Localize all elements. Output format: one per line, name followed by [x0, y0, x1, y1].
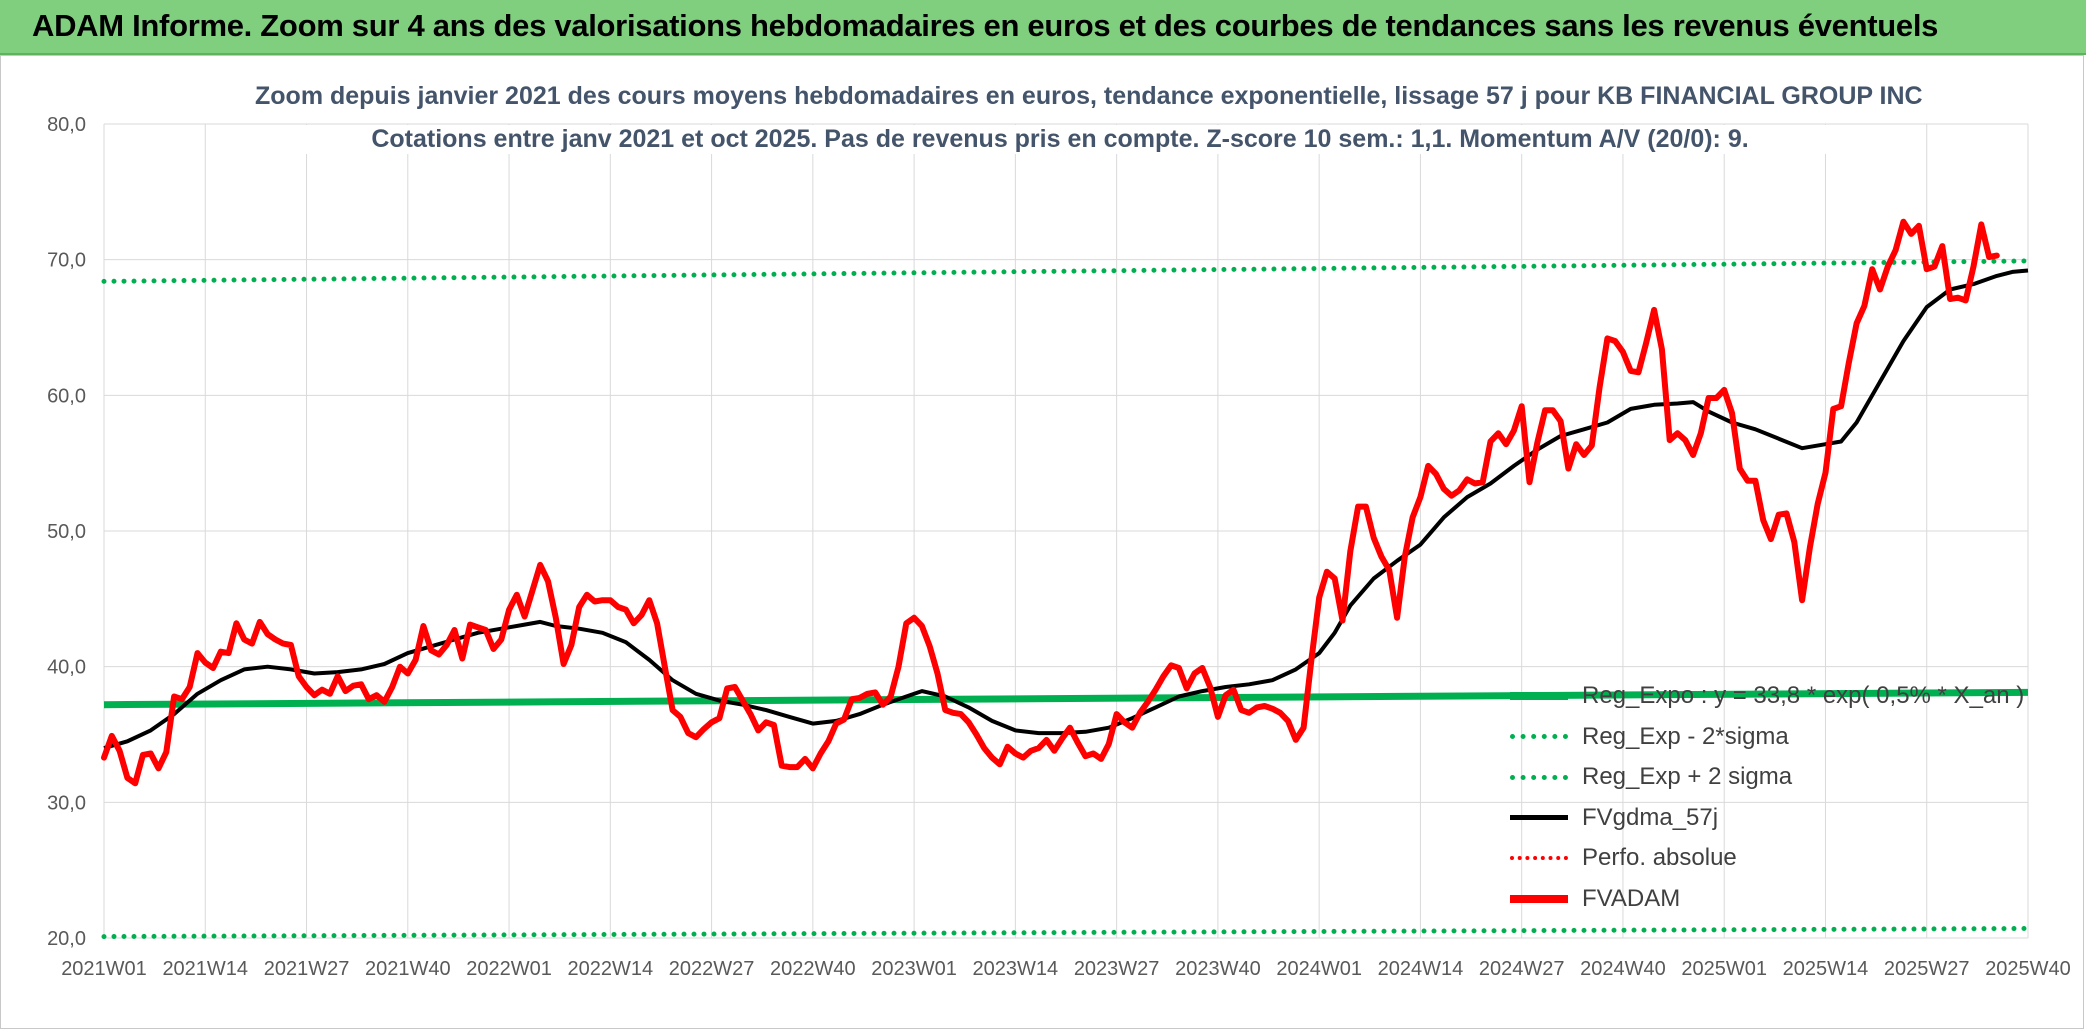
x-tick-label: 2021W27: [264, 958, 350, 980]
series-lines: [101, 218, 2031, 940]
x-tick-label: 2021W01: [61, 958, 147, 980]
x-tick-label: 2022W14: [568, 958, 654, 980]
chart-title-line1: Zoom depuis janvier 2021 des cours moyen…: [255, 82, 1923, 111]
x-tick-label: 2023W40: [1175, 958, 1261, 980]
x-tick-label: 2022W01: [466, 958, 552, 980]
series-solid-green-line: [103, 688, 2029, 709]
banner: ADAM Informe. Zoom sur 4 ans des valoris…: [0, 0, 2086, 55]
x-tick-label: 2024W40: [1580, 958, 1666, 980]
series-black-line: [103, 268, 2029, 751]
series-dotted-green-line: [101, 926, 2031, 940]
legend: Reg_Expo : y = 33,8 * exp( 0,5% * X_an )…: [1510, 676, 2024, 919]
x-tick-label: 2025W40: [1985, 958, 2071, 980]
x-tick-label: 2022W27: [669, 958, 755, 980]
chart-frame: [0, 55, 2084, 1029]
y-tick-label: 20,0: [47, 928, 86, 950]
y-axis-ticks: 20,0 30,0 40,0 50,0 60,0 70,0 80,0: [47, 114, 86, 950]
x-tick-label: 2022W40: [770, 958, 856, 980]
x-tick-label: 2024W01: [1276, 958, 1362, 980]
x-tick-label: 2025W01: [1681, 958, 1767, 980]
legend-swatch-reg-exp-plus: [1510, 774, 1568, 780]
legend-swatch-perfo: [1510, 856, 1568, 861]
legend-label-reg-exp-minus: Reg_Exp - 2*sigma: [1582, 722, 1789, 750]
x-tick-label: 2024W27: [1479, 958, 1565, 980]
legend-item-reg-exp-minus: Reg_Exp - 2*sigma: [1510, 717, 2024, 758]
legend-item-reg-exp-plus: Reg_Exp + 2 sigma: [1510, 757, 2024, 798]
chart-title-line2: Cotations entre janv 2021 et oct 2025. P…: [255, 125, 1865, 154]
y-tick-label: 30,0: [47, 792, 86, 814]
legend-swatch-reg-expo: [1510, 692, 1568, 701]
x-tick-label: 2021W40: [365, 958, 451, 980]
series-dotted-green-line: [101, 258, 2031, 284]
x-tick-label: 2023W01: [871, 958, 957, 980]
x-tick-label: 2024W14: [1378, 958, 1464, 980]
legend-label-reg-expo: Reg_Expo : y = 33,8 * exp( 0,5% * X_an ): [1582, 682, 2025, 710]
x-axis-ticks: 2021W01 2021W14 2021W27 2021W40 2022W01 2022W…: [61, 958, 2071, 980]
legend-label-reg-exp-plus: Reg_Exp + 2 sigma: [1582, 763, 1793, 791]
x-tick-label: 2023W14: [973, 958, 1059, 980]
series-red-line: [101, 218, 2000, 787]
x-tick-label: 2021W14: [162, 958, 248, 980]
x-tick-label: 2023W27: [1074, 958, 1160, 980]
y-tick-label: 50,0: [47, 521, 86, 543]
legend-label-perfo: Perfo. absolue: [1582, 844, 1737, 872]
y-tick-label: 40,0: [47, 657, 86, 679]
legend-item-reg-expo: Reg_Expo : y = 33,8 * exp( 0,5% * X_an ): [1510, 676, 2024, 717]
legend-swatch-fvadam: [1510, 894, 1568, 903]
legend-swatch-fvgdma: [1510, 815, 1568, 821]
x-tick-label: 2025W27: [1884, 958, 1970, 980]
y-tick-label: 60,0: [47, 385, 86, 407]
legend-swatch-reg-exp-minus: [1510, 734, 1568, 740]
legend-label-fvgdma: FVgdma_57j: [1582, 803, 1719, 831]
legend-label-fvadam: FVADAM: [1582, 884, 1681, 912]
legend-item-perfo: Perfo. absolue: [1510, 838, 2024, 879]
x-tick-label: 2025W14: [1783, 958, 1869, 980]
y-tick-label: 80,0: [47, 114, 86, 136]
banner-title: ADAM Informe. Zoom sur 4 ans des valoris…: [32, 8, 1939, 43]
legend-item-fvadam: FVADAM: [1510, 879, 2024, 920]
y-tick-label: 70,0: [47, 250, 86, 272]
legend-item-fvgdma: FVgdma_57j: [1510, 798, 2024, 839]
